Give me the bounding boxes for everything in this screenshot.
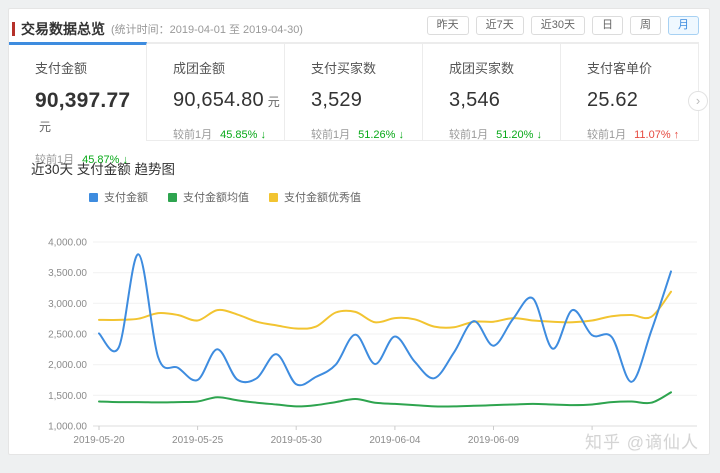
page-title: 交易数据总览 — [21, 21, 105, 37]
compare-percent: 51.20% — [496, 129, 534, 141]
trend-down-arrow-icon: ↓ — [536, 129, 542, 141]
legend-item-2[interactable]: 支付金额优秀值 — [269, 189, 361, 205]
stat-card-group-amount[interactable]: 成团金额 90,654.80 元较前1月 45.85% ↓ — [147, 42, 285, 142]
trend-down-arrow-icon: ↓ — [122, 154, 128, 166]
stat-card-comparison: 较前1月 51.20% ↓ — [449, 126, 560, 142]
stat-card-value: 90,397.77元 — [35, 89, 131, 134]
svg-text:2,500.00: 2,500.00 — [48, 330, 87, 341]
svg-text:1,000.00: 1,000.00 — [48, 422, 87, 433]
legend-swatch-icon — [269, 192, 278, 202]
compare-label: 较前1月 — [311, 129, 351, 141]
title-accent-bar — [12, 22, 15, 36]
compare-label: 较前1月 — [173, 129, 213, 141]
stat-card-label: 支付金额 — [35, 61, 88, 76]
compare-label: 较前1月 — [587, 129, 627, 141]
stat-card-comparison: 较前1月 45.85% ↓ — [173, 126, 284, 142]
svg-text:2019-06-04: 2019-06-04 — [369, 435, 421, 446]
chevron-right-icon: › — [695, 93, 701, 108]
stat-card-label: 支付买家数 — [311, 61, 377, 76]
stat-period-subtitle: (统计时间：2019-04-01 至 2019-04-30) — [111, 24, 303, 36]
compare-percent: 11.07% — [634, 129, 671, 141]
stat-card-label: 成团金额 — [173, 61, 226, 76]
range-button-last-30-days[interactable]: 近30天 — [530, 16, 585, 35]
trend-down-arrow-icon: ↓ — [260, 129, 266, 141]
trend-down-arrow-icon: ↓ — [398, 129, 404, 141]
transaction-overview-panel: 交易数据总览 (统计时间：2019-04-01 至 2019-04-30) 昨天… — [8, 8, 710, 455]
stat-card-unit: 元 — [39, 120, 52, 134]
compare-percent: 51.26% — [358, 129, 396, 141]
stat-card-tabs: 支付金额 90,397.77元 较前1月 45.87% ↓ 成团金额 90,654.80 元较… — [9, 42, 699, 166]
stat-card-payment-per-customer[interactable]: 支付客单价 25.62 较前1月 11.07% ↑ — [561, 42, 699, 142]
range-button-last-7-days[interactable]: 近7天 — [475, 16, 524, 35]
stat-card-unit: 元 — [267, 95, 280, 109]
stat-card-value: 90,654.80 元 — [173, 89, 280, 111]
trend-up-arrow-icon: ↑ — [673, 129, 680, 141]
legend-item-1[interactable]: 支付金额均值 — [168, 189, 249, 205]
range-button-yesterday[interactable]: 昨天 — [426, 16, 469, 35]
trend-chart-svg[interactable]: 1,000.00 1,500.00 2,000.00 2,500.00 3,000.00… — [9, 216, 713, 456]
legend-swatch-icon — [168, 192, 177, 202]
stat-card-payment-buyers[interactable]: 支付买家数 3,529 较前1月 51.26% ↓ — [285, 42, 423, 142]
svg-text:2019-05-30: 2019-05-30 — [271, 435, 323, 446]
legend-label: 支付金额优秀值 — [284, 192, 361, 204]
stat-card-comparison: 较前1月 51.26% ↓ — [311, 126, 422, 142]
compare-label: 较前1月 — [449, 129, 489, 141]
stat-card-label: 成团买家数 — [449, 61, 515, 76]
range-button-month[interactable]: 月 — [668, 16, 699, 35]
svg-text:2019-05-25: 2019-05-25 — [172, 435, 224, 446]
svg-text:3,000.00: 3,000.00 — [48, 299, 87, 310]
svg-text:2019-06-09: 2019-06-09 — [468, 435, 520, 446]
svg-text:2,000.00: 2,000.00 — [48, 360, 87, 371]
legend-label: 支付金额 — [104, 192, 148, 204]
stat-card-label: 支付客单价 — [587, 61, 653, 76]
legend-item-0[interactable]: 支付金额 — [89, 189, 148, 205]
panel-title-group: 交易数据总览 (统计时间：2019-04-01 至 2019-04-30) — [12, 19, 303, 39]
trend-chart: 1,000.00 1,500.00 2,000.00 2,500.00 3,000.00… — [9, 216, 713, 456]
range-button-week[interactable]: 周 — [630, 16, 661, 35]
chart-title: 近30天 支付金额 趋势图 — [31, 162, 176, 177]
panel-header: 交易数据总览 (统计时间：2019-04-01 至 2019-04-30) 昨天… — [9, 9, 709, 42]
compare-label: 较前1月 — [35, 154, 75, 166]
stat-card-value: 3,529 — [311, 89, 363, 111]
compare-percent: 45.87% — [82, 154, 120, 166]
date-range-button-group: 昨天 近7天 近30天日周月 — [426, 16, 699, 35]
svg-text:2019-05-20: 2019-05-20 — [73, 435, 125, 446]
cards-next-button[interactable]: › — [688, 91, 708, 111]
range-button-day[interactable]: 日 — [592, 16, 623, 35]
svg-text:1,500.00: 1,500.00 — [48, 391, 87, 402]
legend-swatch-icon — [89, 192, 98, 202]
stat-card-value: 3,546 — [449, 89, 501, 111]
compare-percent: 45.85% — [220, 129, 258, 141]
stat-card-comparison: 较前1月 45.87% ↓ — [35, 151, 146, 167]
legend-label: 支付金额均值 — [183, 192, 249, 204]
svg-text:3,500.00: 3,500.00 — [48, 268, 87, 279]
stat-card-comparison: 较前1月 11.07% ↑ — [587, 126, 698, 142]
stat-card-group-buyers[interactable]: 成团买家数 3,546 较前1月 51.20% ↓ — [423, 42, 561, 142]
stat-card-value: 25.62 — [587, 89, 639, 111]
stat-card-payment-amount[interactable]: 支付金额 90,397.77元较前1月 45.87% ↓ — [9, 42, 147, 166]
chart-legend: 支付金额 支付金额均值 支付金额优秀值 — [89, 189, 361, 205]
svg-text:4,000.00: 4,000.00 — [48, 238, 87, 249]
